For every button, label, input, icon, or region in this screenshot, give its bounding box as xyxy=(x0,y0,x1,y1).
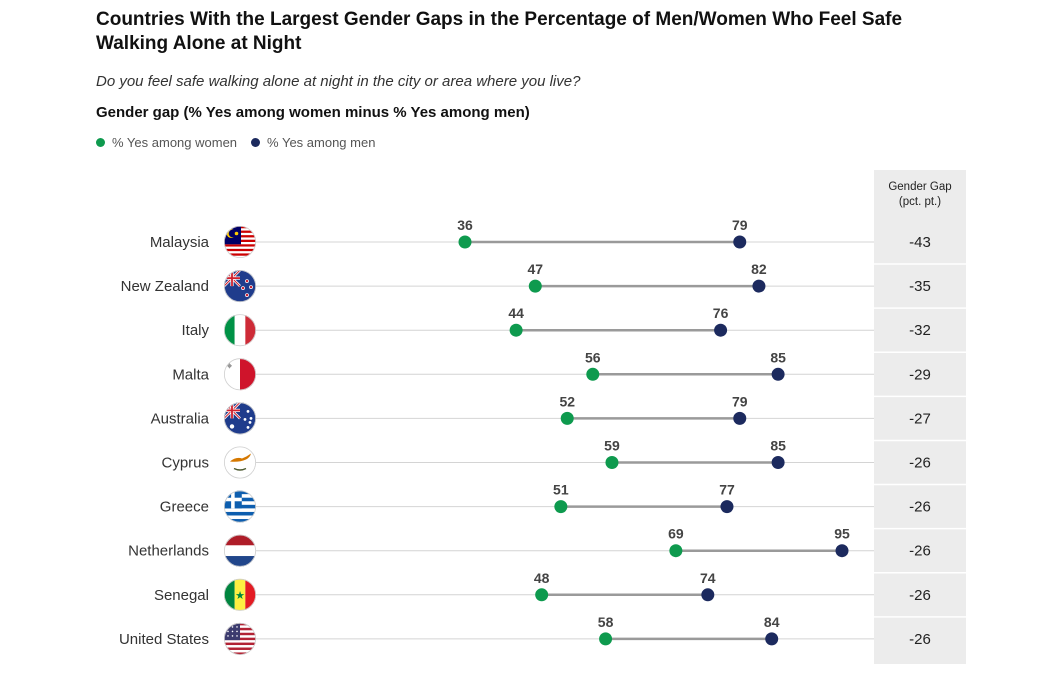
men-value-label: 84 xyxy=(764,614,780,630)
italy-flag-icon xyxy=(224,314,256,347)
country-label: Italy xyxy=(181,322,209,339)
flag-border xyxy=(223,402,256,435)
women-dot xyxy=(605,456,619,469)
men-value-label: 82 xyxy=(751,261,767,277)
men-value-label: 74 xyxy=(700,570,716,586)
women-dot xyxy=(535,588,549,602)
legend-item-men: % Yes among men xyxy=(251,135,375,150)
gap-column-subheader: (pct. pt.) xyxy=(899,196,941,208)
women-value-label: 36 xyxy=(457,217,473,233)
country-label: Greece xyxy=(160,499,209,516)
cyprus-flag-icon xyxy=(224,446,256,479)
chart-title: Countries With the Largest Gender Gaps i… xyxy=(96,9,903,54)
country-label: Netherlands xyxy=(128,543,209,560)
flag-border xyxy=(223,446,256,479)
country-label: Senegal xyxy=(154,587,209,604)
country-label: Malaysia xyxy=(150,234,210,251)
country-label: Malta xyxy=(172,366,209,383)
women-value-label: 47 xyxy=(527,261,543,277)
gender-gap-value: -27 xyxy=(909,410,931,427)
men-value-label: 79 xyxy=(732,393,748,409)
gap-column-header: Gender Gap xyxy=(888,181,951,193)
malta-flag-icon xyxy=(224,358,256,391)
gender-gap-value: -26 xyxy=(909,455,931,472)
men-dot xyxy=(771,367,785,381)
gender-gap-value: -43 xyxy=(909,234,931,251)
women-dot xyxy=(554,500,568,514)
malaysia-flag-icon xyxy=(224,226,256,258)
men-dot xyxy=(752,279,766,293)
men-dot xyxy=(720,500,734,514)
men-dot xyxy=(733,411,747,425)
men-value-label: 76 xyxy=(713,305,729,321)
women-value-label: 69 xyxy=(668,526,684,542)
women-dot xyxy=(509,323,523,337)
women-value-label: 52 xyxy=(559,393,575,409)
men-dot xyxy=(733,235,747,249)
flag-border xyxy=(223,270,256,303)
country-label: New Zealand xyxy=(121,278,209,295)
men-dot xyxy=(765,632,779,646)
flag-border xyxy=(223,622,256,655)
women-value-label: 51 xyxy=(553,482,569,498)
men-dot xyxy=(835,544,849,558)
men-dot xyxy=(701,588,715,602)
flag-border xyxy=(223,490,256,523)
women-value-label: 48 xyxy=(534,570,550,586)
gender-gap-value: -26 xyxy=(909,587,931,604)
men-value-label: 85 xyxy=(770,438,786,454)
legend-women-dot xyxy=(96,138,105,147)
country-label: United States xyxy=(119,631,209,648)
new-zealand-flag-icon xyxy=(224,270,256,303)
legend-item-women: % Yes among women xyxy=(96,135,237,150)
flag-border xyxy=(223,534,256,567)
flag-border xyxy=(223,578,256,611)
gender-gap-value: -32 xyxy=(909,322,931,339)
united-states-flag-icon xyxy=(224,622,256,655)
women-value-label: 59 xyxy=(604,438,620,454)
netherlands-flag-icon xyxy=(224,534,256,567)
men-value-label: 95 xyxy=(834,526,850,542)
women-dot xyxy=(599,632,613,646)
flag-border xyxy=(223,314,256,347)
chart-subtitle: Do you feel safe walking alone at night … xyxy=(96,73,581,90)
women-dot xyxy=(669,544,683,558)
flag-border xyxy=(223,358,256,391)
legend-men-dot xyxy=(251,138,261,147)
men-value-label: 79 xyxy=(732,217,748,233)
gender-gap-value: -26 xyxy=(909,543,931,560)
men-value-label: 85 xyxy=(770,349,786,365)
senegal-flag-icon: ★ xyxy=(224,578,256,611)
women-dot xyxy=(560,411,574,425)
women-dot xyxy=(458,235,472,249)
legend: % Yes among women % Yes among men xyxy=(96,135,389,150)
flag-border xyxy=(223,225,256,258)
measure-label: Gender gap (% Yes among women minus % Ye… xyxy=(96,104,530,121)
country-label: Australia xyxy=(151,410,210,427)
men-dot xyxy=(714,323,728,337)
legend-men-label: % Yes among men xyxy=(267,135,376,150)
women-value-label: 58 xyxy=(598,614,614,630)
country-label: Cyprus xyxy=(161,455,209,472)
men-dot xyxy=(771,456,785,469)
women-value-label: 44 xyxy=(508,305,524,321)
gender-gap-value: -29 xyxy=(909,366,931,383)
women-dot xyxy=(586,367,600,381)
gender-gap-value: -26 xyxy=(909,631,931,648)
gender-gap-panel xyxy=(874,170,966,664)
women-value-label: 56 xyxy=(585,349,601,365)
men-value-label: 77 xyxy=(719,482,735,498)
gender-gap-value: -26 xyxy=(909,499,931,516)
svg-text:★: ★ xyxy=(235,589,245,602)
women-dot xyxy=(528,279,542,293)
legend-women-label: % Yes among women xyxy=(112,135,238,150)
gender-gap-value: -35 xyxy=(909,278,931,295)
